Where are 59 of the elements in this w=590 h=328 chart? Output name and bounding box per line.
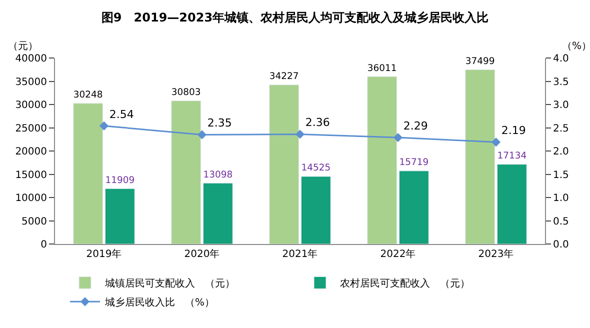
y2-tick-label: 2.5 (553, 123, 569, 134)
bar (171, 100, 202, 244)
data-label: 36011 (367, 62, 397, 74)
y-tick-label: 25000 (15, 123, 47, 134)
y2-tick-label: 0.5 (553, 216, 569, 228)
bar (367, 76, 398, 244)
data-label: 17134 (497, 150, 527, 162)
data-label: 11909 (105, 174, 135, 186)
y2-tick-label: 2.0 (553, 146, 569, 158)
x-tick-label: 2022年 (380, 248, 416, 260)
y2-tick-label: 1.0 (553, 193, 569, 204)
y-tick-label: 40000 (15, 54, 47, 64)
data-label: 2.29 (403, 119, 428, 132)
point (393, 132, 403, 142)
y-tick-label: 35000 (15, 76, 47, 88)
y2-tick-label: 0.0 (553, 240, 569, 250)
x-tick-label: 2023年 (478, 248, 514, 260)
point (197, 130, 207, 140)
y-tick-label: 15000 (15, 170, 47, 181)
data-label: 13098 (203, 169, 233, 180)
bar (300, 176, 331, 244)
data-label: 30248 (73, 90, 103, 101)
data-label: 30803 (171, 87, 201, 98)
y2-tick-label: 3.5 (553, 76, 569, 88)
y2-axis-title: （%） (562, 41, 590, 52)
bar (398, 170, 429, 244)
data-label: 2.35 (207, 116, 232, 130)
x-tick-label: 2020年 (184, 248, 220, 260)
bar (104, 188, 135, 244)
data-label: 15719 (399, 157, 429, 168)
bar (269, 84, 300, 244)
bar (202, 182, 233, 244)
y-tick-label: 20000 (15, 146, 47, 158)
data-label: 34227 (269, 71, 299, 82)
data-label: 14525 (301, 162, 331, 174)
legend-label: 城镇居民可支配收入 （元） (104, 278, 235, 290)
data-label: 37499 (465, 56, 495, 67)
y2-tick-label: 4.0 (553, 54, 569, 64)
data-label: 2.19 (501, 124, 526, 138)
y-tick-label: 0 (40, 240, 47, 250)
y-tick-label: 10000 (15, 193, 47, 204)
point (491, 138, 501, 147)
x-tick-label: 2019年 (86, 248, 122, 260)
data-label: 2.36 (305, 116, 330, 130)
legend-label: 农村居民可支配收入 （元） (340, 278, 470, 290)
y-axis-title: （元） (8, 41, 38, 52)
bar (73, 103, 104, 244)
y2-tick-label: 1.5 (553, 170, 569, 181)
data-label: 2.54 (109, 108, 134, 121)
bar (465, 69, 496, 244)
y2-tick-label: 3.0 (553, 100, 569, 111)
chart-title: 图9 2019—2023年城镇、农村居民人均可支配收入及城乡居民收入比 (101, 10, 489, 25)
point (99, 121, 109, 130)
x-tick-label: 2021年 (282, 248, 318, 260)
y-tick-label: 5000 (22, 216, 47, 228)
bar (496, 164, 527, 244)
point (295, 130, 305, 139)
legend-label: 城乡居民收入比 （%） (104, 296, 215, 309)
y-tick-label: 30000 (15, 100, 47, 111)
